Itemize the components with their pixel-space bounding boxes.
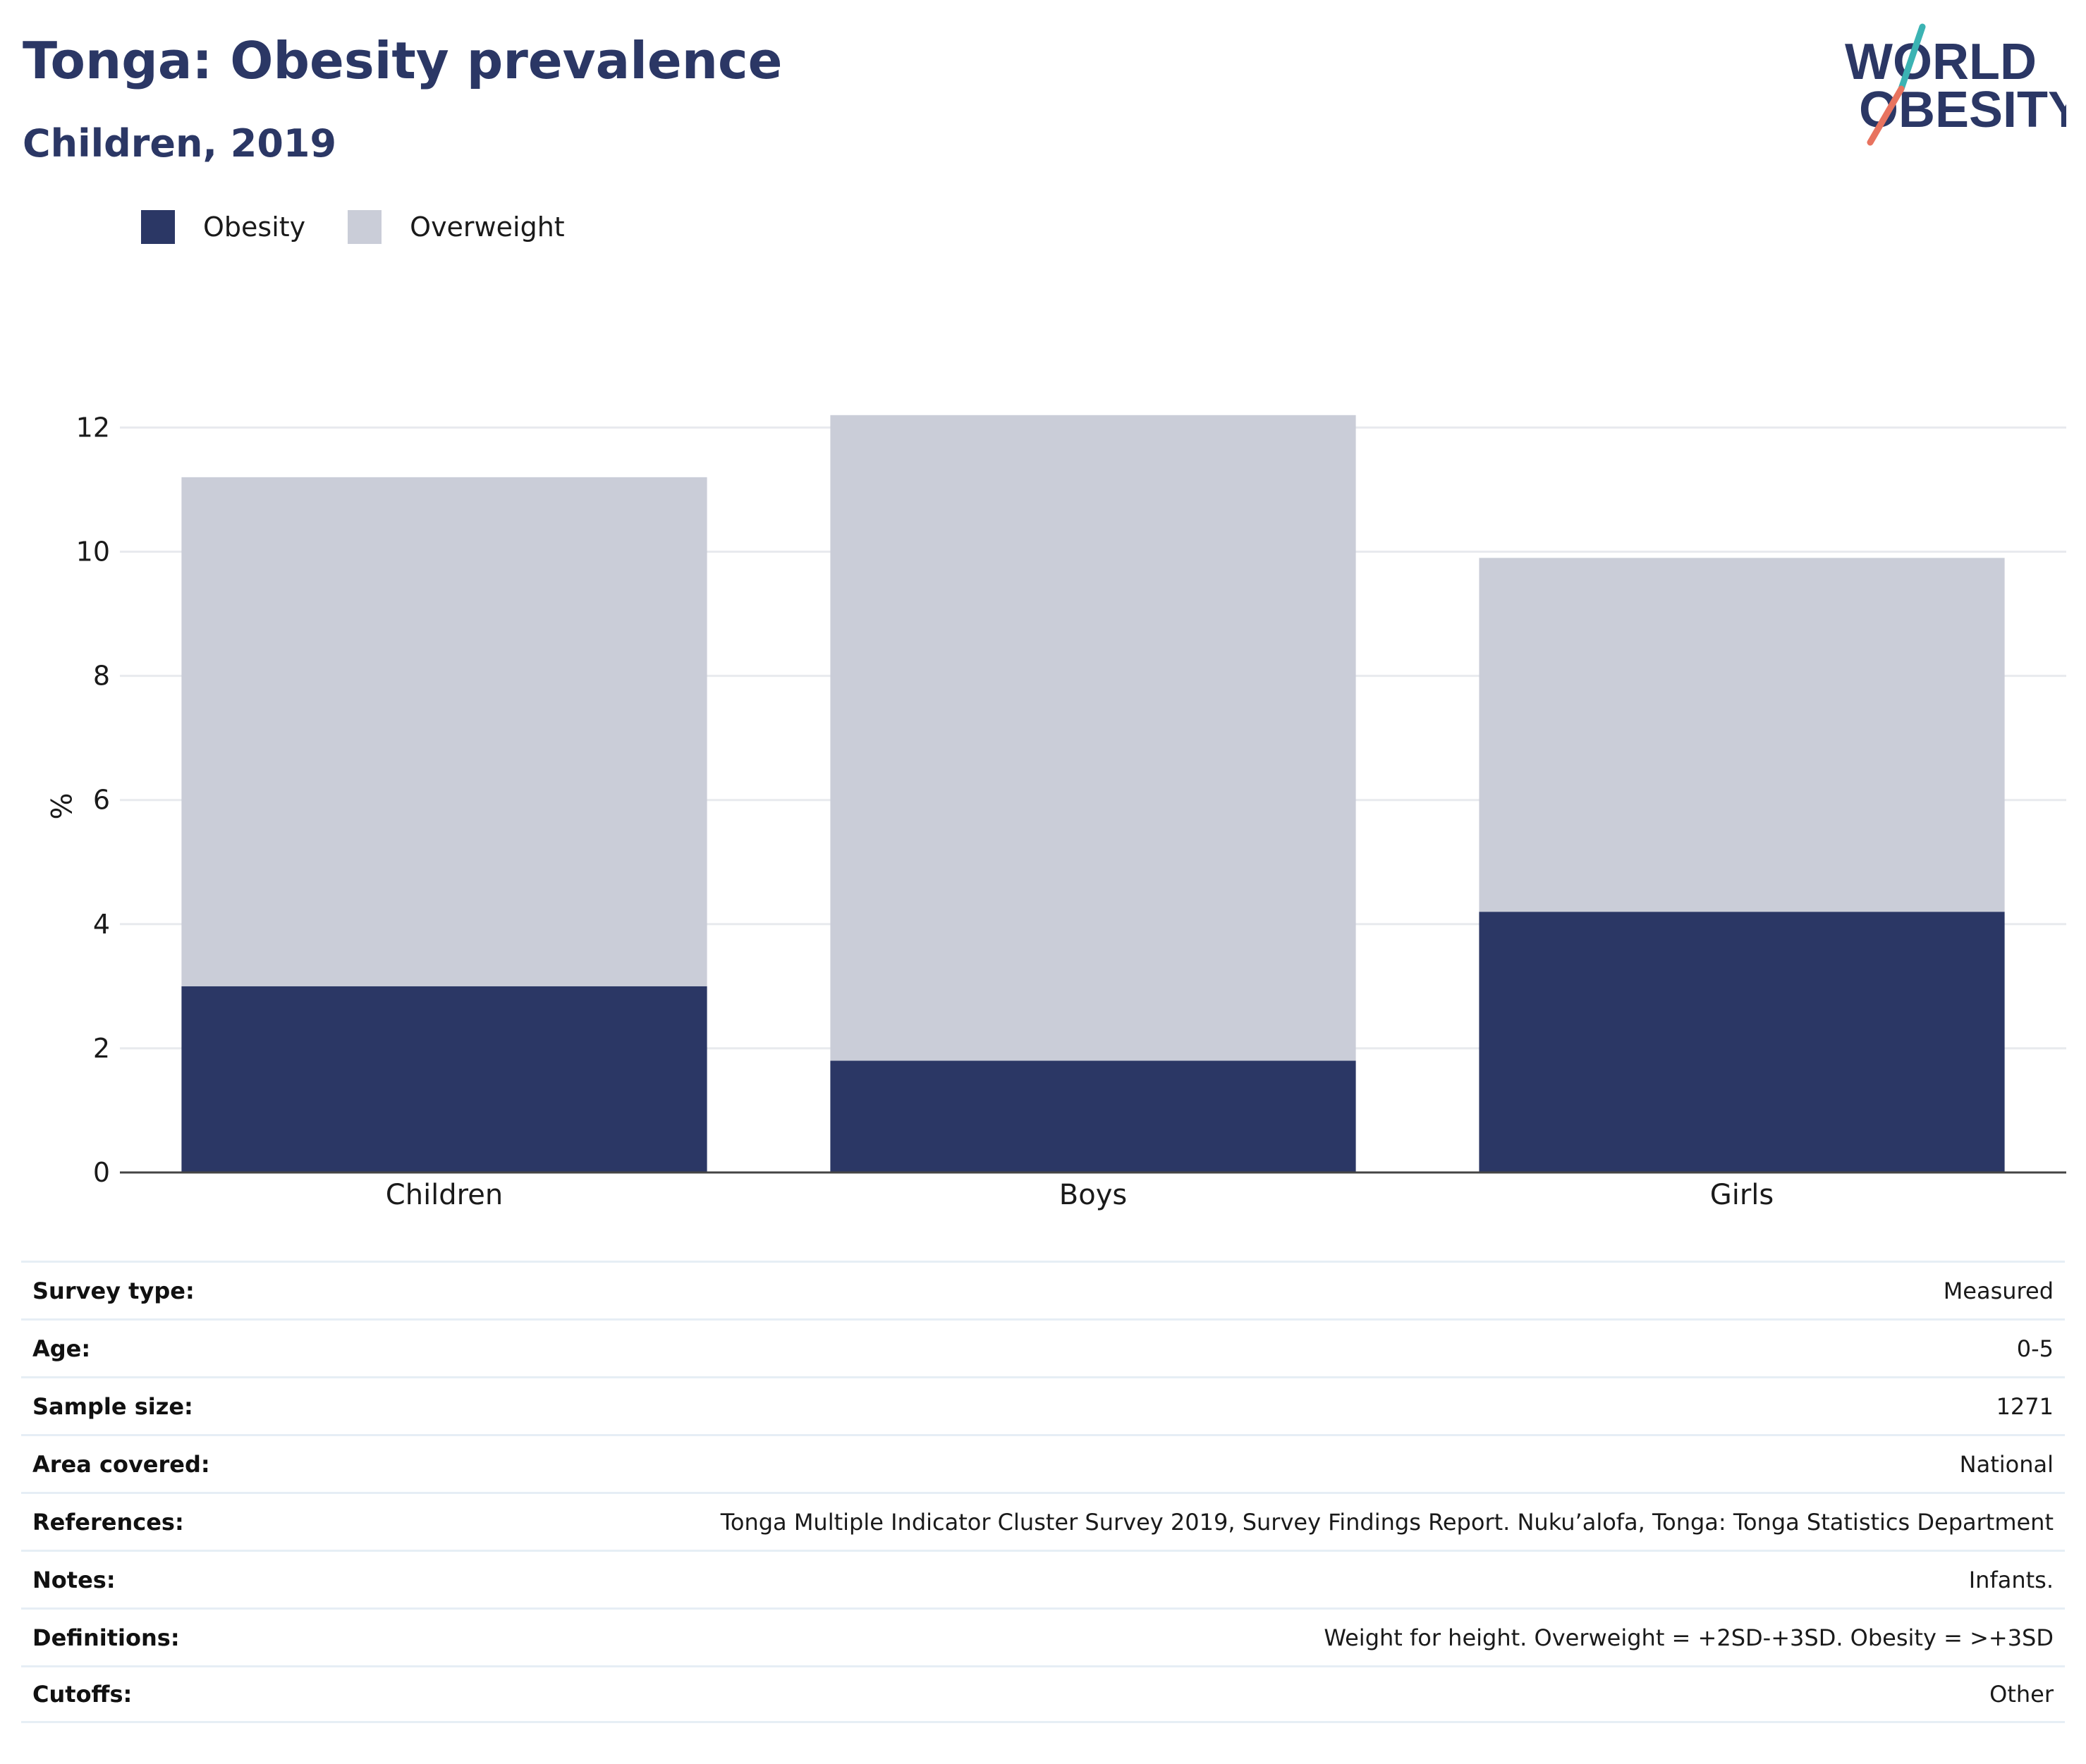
y-tick-label: 12 [76,412,110,443]
chart-legend: Obesity Overweight [141,210,607,244]
bars [181,415,2005,1172]
meta-value: Other [1989,1681,2054,1708]
meta-row: Area covered: National [21,1434,2065,1492]
meta-row: Survey type: Measured [21,1261,2065,1318]
meta-row: Age: 0-5 [21,1318,2065,1376]
meta-row: Definitions: Weight for height. Overweigh… [21,1607,2065,1665]
legend-label-overweight: Overweight [410,212,565,243]
meta-value: Infants. [1968,1566,2054,1593]
y-tick-label: 6 [93,785,110,816]
meta-row: References: Tonga Multiple Indicator Clus… [21,1492,2065,1550]
meta-row: Notes: Infants. [21,1550,2065,1607]
meta-label: Definitions: [32,1624,180,1651]
bar-overweight-children[interactable] [181,477,707,986]
x-tick-label: Girls [1710,1179,1774,1211]
survey-details-table: Survey type: Measured Age: 0-5 Sample size: 1… [21,1261,2065,1723]
bar-overweight-girls[interactable] [1479,558,2005,912]
legend-swatch-obesity [141,210,175,244]
meta-label: Age: [32,1335,91,1362]
bar-obesity-children[interactable] [181,986,707,1172]
legend-swatch-overweight [348,210,382,244]
y-tick-label: 4 [93,909,110,940]
stacked-bar-chart: 0 2 4 6 8 10 12 Children Boys Girls % [44,412,2066,1211]
meta-value: National [1959,1450,2054,1478]
x-tick-label: Children [386,1179,503,1211]
meta-label: Cutoffs: [32,1681,133,1708]
y-tick-label: 8 [93,661,110,692]
x-tick-labels: Children Boys Girls [386,1179,1774,1211]
y-tick-label: 2 [93,1033,110,1064]
svg-text:WORLD: WORLD [1845,34,2037,90]
meta-value: 1271 [1996,1392,2054,1420]
legend-label-obesity: Obesity [203,212,306,243]
bar-overweight-boys[interactable] [830,415,1356,1061]
svg-text:OBESITY: OBESITY [1859,82,2066,138]
meta-label: References: [32,1508,184,1536]
y-tick-label: 10 [76,537,110,568]
meta-row: Cutoffs: Other [21,1665,2065,1723]
bar-obesity-boys[interactable] [830,1060,1356,1172]
meta-label: Survey type: [32,1277,195,1304]
page-title: Tonga: Obesity prevalence [23,31,783,90]
y-tick-label: 0 [93,1157,110,1188]
meta-value: Weight for height. Overweight = +2SD-+3S… [1324,1624,2054,1651]
meta-value: 0-5 [2016,1335,2054,1362]
bar-obesity-girls[interactable] [1479,912,2005,1172]
legend-item-obesity[interactable]: Obesity [141,210,305,244]
x-tick-label: Boys [1059,1179,1127,1211]
meta-value: Measured [1943,1277,2054,1304]
meta-row: Sample size: 1271 [21,1376,2065,1434]
meta-label: Sample size: [32,1392,193,1420]
world-obesity-logo: WORLD OBESITY [1845,23,2066,146]
page-subtitle: Children, 2019 [23,121,337,166]
meta-label: Notes: [32,1566,116,1593]
y-axis-label: % [44,793,76,820]
legend-item-overweight[interactable]: Overweight [348,210,565,244]
meta-label: Area covered: [32,1450,210,1478]
meta-value: Tonga Multiple Indicator Cluster Survey … [720,1508,2054,1536]
y-tick-labels: 0 2 4 6 8 10 12 [76,412,110,1188]
